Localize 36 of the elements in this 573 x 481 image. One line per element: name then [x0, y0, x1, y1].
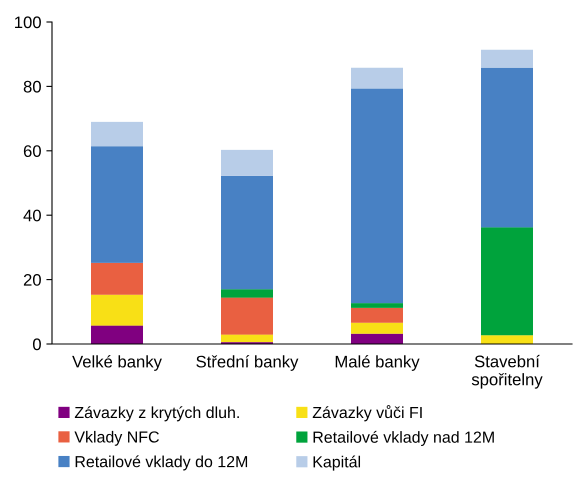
y-tick-label: 20 [24, 274, 41, 286]
bar [221, 298, 273, 335]
bar [221, 176, 273, 290]
bar [351, 303, 403, 308]
bar [351, 334, 403, 344]
bar [351, 88, 403, 304]
bar [91, 146, 143, 263]
bar [351, 308, 403, 323]
y-tick-label: 80 [24, 80, 41, 93]
x-tick-label: Velké banky [72, 355, 162, 371]
y-tick-label: 60 [24, 145, 41, 158]
y-tick-label: 100 [15, 16, 41, 28]
x-tick-label: Malé banky [336, 355, 420, 371]
legend-label: Závazky vůči FI [312, 405, 422, 422]
bar [91, 326, 143, 344]
legend-label: Závazky z krytých dluh. [74, 406, 239, 422]
bar [351, 322, 403, 334]
y-tick-label: 0 [32, 338, 41, 350]
legend-label: Retailové vklady nad 12M [314, 430, 494, 446]
bar [221, 334, 273, 342]
bar [91, 262, 143, 295]
x-tick-label: Stavební spořitelny [472, 354, 543, 389]
bar [351, 68, 403, 89]
legend-label: Vklady NFC [74, 430, 159, 446]
bar [481, 68, 533, 228]
y-tick-label: 40 [23, 210, 41, 222]
bar [221, 289, 273, 298]
bar [481, 50, 533, 68]
legend-label: Retailové vklady do 12M [76, 455, 248, 470]
bar [481, 335, 533, 344]
legend-label: Kapitál [314, 456, 360, 471]
bar [91, 122, 143, 146]
bar [221, 150, 273, 176]
x-tick-label: Střední banky [196, 355, 298, 371]
bar [481, 227, 533, 336]
bar [91, 294, 143, 326]
